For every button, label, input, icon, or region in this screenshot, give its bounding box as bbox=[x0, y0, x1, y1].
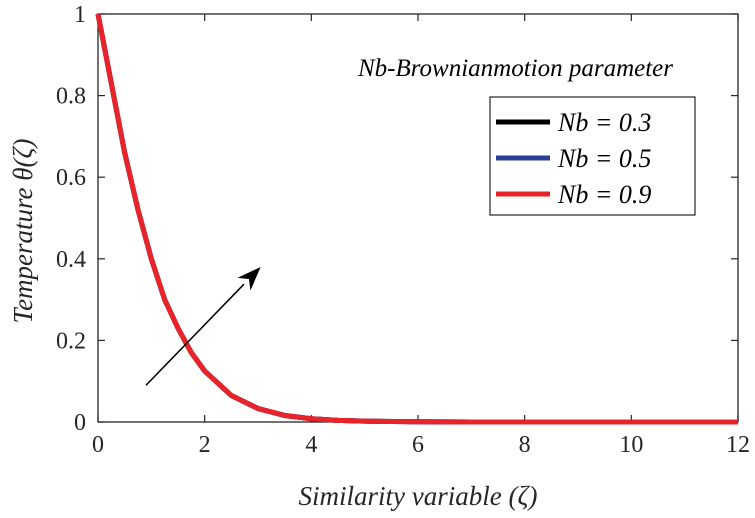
legend: Nb = 0.3 Nb = 0.5 Nb = 0.9 bbox=[489, 96, 696, 216]
y-tick-label: 0.8 bbox=[56, 84, 86, 110]
series-line-3 bbox=[95, 13, 738, 425]
x-tick-label: 2 bbox=[199, 432, 211, 458]
y-tick-label: 0 bbox=[74, 410, 86, 436]
series-lines bbox=[95, 13, 738, 425]
x-tick-label: 6 bbox=[412, 432, 424, 458]
y-tick-label: 1 bbox=[74, 2, 86, 28]
x-tick-label: 10 bbox=[619, 432, 643, 458]
y-tick-label: 0.6 bbox=[56, 165, 86, 191]
legend-label: Nb = 0.9 bbox=[557, 180, 651, 209]
trend-arrow bbox=[145, 266, 261, 386]
y-tick-label: 0.4 bbox=[56, 247, 86, 273]
arrow-shaft bbox=[145, 283, 245, 386]
x-axis-title: Similarity variable (ζ) bbox=[299, 481, 538, 511]
x-tick-label: 8 bbox=[519, 432, 531, 458]
annotation-text: Nb-Brownianmotion parameter bbox=[357, 55, 673, 82]
x-tick-label: 4 bbox=[305, 432, 317, 458]
axes: 0 2 4 6 8 10 12 0 0.2 0.4 0.6 0.8 1 bbox=[56, 2, 750, 458]
x-tick-label: 12 bbox=[726, 432, 750, 458]
legend-label: Nb = 0.5 bbox=[557, 144, 651, 173]
x-tick-label: 0 bbox=[92, 432, 104, 458]
y-axis-title: Temperature θ(ζ) bbox=[8, 139, 38, 324]
legend-label: Nb = 0.3 bbox=[557, 108, 651, 137]
y-tick-label: 0.2 bbox=[56, 328, 86, 354]
arrow-head bbox=[237, 266, 261, 291]
